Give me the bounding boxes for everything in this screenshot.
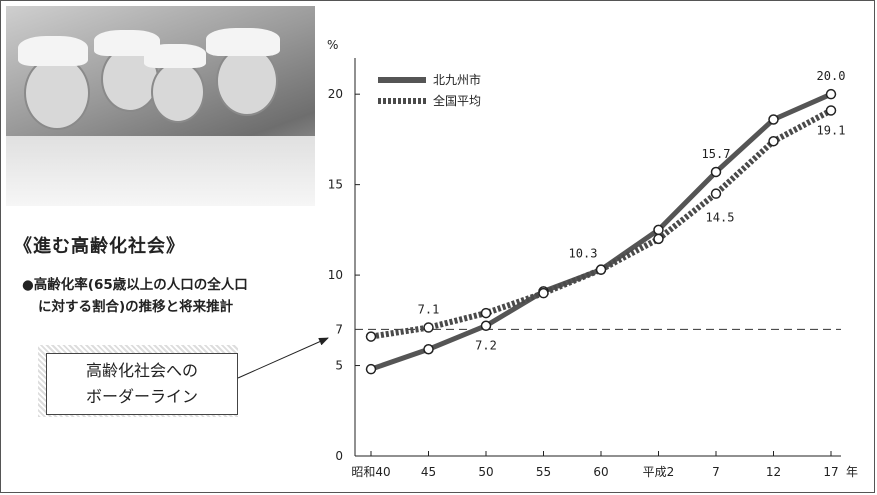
series-line-2 (370, 107, 833, 340)
data-point (365, 331, 377, 342)
x-tick-label: 12 (766, 465, 781, 479)
data-point (768, 135, 779, 147)
y-unit-label: % (327, 38, 338, 52)
series-line-1 (370, 91, 833, 372)
callout-arrow (237, 337, 329, 379)
photo-figure (216, 46, 278, 116)
callout-line-2: ボーダーライン (85, 387, 198, 406)
data-label: 14.5 (706, 211, 735, 225)
photo-figure (151, 61, 205, 123)
legend-label: 全国平均 (433, 93, 481, 108)
section-heading: 《進む高齢化社会》 (14, 236, 185, 257)
data-label: 19.1 (817, 123, 846, 137)
data-label: 10.3 (569, 247, 598, 261)
data-label: 15.7 (702, 147, 731, 161)
photo-figure (206, 28, 280, 56)
data-point (653, 233, 664, 245)
x-tick-label: 7 (712, 465, 720, 479)
data-labels: 7.1 7.2 10.3 15.7 14.5 20.0 19.1 (418, 69, 846, 353)
elderly-people-photo (6, 6, 315, 206)
x-tick-label: 45 (421, 465, 436, 479)
data-point (423, 322, 434, 333)
y-tick-label: 10 (328, 268, 343, 282)
photo-figure (18, 36, 88, 66)
data-point (768, 114, 779, 125)
data-point (595, 264, 607, 275)
data-label: 20.0 (817, 69, 846, 83)
data-point (423, 344, 434, 355)
x-tick-label: 昭和40 (351, 465, 390, 479)
x-tick-label: 60 (593, 465, 608, 479)
borderline-callout: 高齢化社会への ボーダーライン (46, 353, 238, 415)
data-label: 7.1 (418, 303, 440, 317)
data-label: 7.2 (475, 339, 497, 353)
data-point (365, 363, 377, 375)
chart-axes: 0 5 10 15 20 7% 昭和40 45 50 55 60 平成2 7 12 17 年 (327, 38, 858, 479)
x-tick-label: 平成2 (643, 465, 675, 479)
legend-label: 北九州市 (433, 72, 481, 87)
callout-line-1: 高齢化社会への (85, 361, 198, 380)
x-tick-label: 50 (478, 465, 493, 479)
chart-series (365, 88, 837, 375)
chart-description: ●高齢化率(65歳以上の人口の全人口 に対する割合)の推移と将来推計 (22, 274, 248, 318)
x-tick-label: 55 (536, 465, 551, 479)
photo-figure (144, 44, 206, 68)
data-point (710, 166, 722, 178)
x-tick-label: 17 (823, 465, 838, 479)
photo-figure (6, 136, 315, 206)
data-point (710, 188, 722, 199)
data-point (480, 320, 492, 331)
data-point (538, 287, 549, 299)
y-tick-label: 7 (335, 322, 343, 336)
chart-description-line-2: に対する割合)の推移と将来推計 (38, 299, 234, 315)
y-tick-label: 5 (335, 359, 343, 373)
x-unit-label: 年 (846, 465, 858, 479)
photo-figure (24, 56, 90, 130)
data-point (480, 307, 492, 319)
chart-description-line-1: ●高齢化率(65歳以上の人口の全人口 (22, 277, 248, 293)
data-point (825, 105, 837, 116)
y-tick-label: 15 (328, 178, 343, 192)
y-tick-label: 0 (335, 449, 343, 463)
y-tick-label: 20 (328, 87, 343, 101)
data-point (825, 88, 837, 100)
